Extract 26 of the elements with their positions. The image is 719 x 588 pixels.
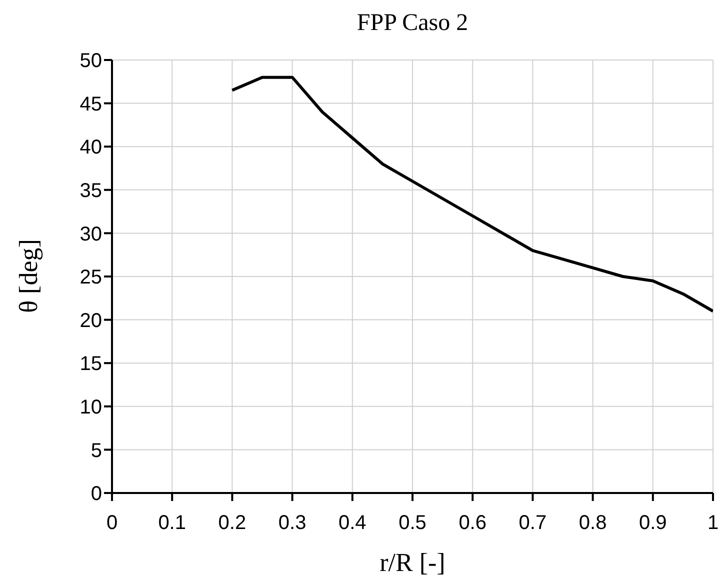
y-tick-label: 0 <box>90 483 102 506</box>
y-tick-label: 50 <box>80 50 102 72</box>
y-tick-label: 10 <box>80 396 102 418</box>
y-tick-label: 45 <box>80 93 102 116</box>
y-tick-label: 35 <box>80 180 102 202</box>
x-tick-label: 0.7 <box>518 512 547 534</box>
y-tick-label: 5 <box>90 440 102 462</box>
y-tick-label: 15 <box>80 353 102 376</box>
x-axis-title: r/R [-] <box>378 548 446 578</box>
x-tick-label: 0.5 <box>398 512 426 534</box>
x-tick-label: 0.4 <box>338 512 366 534</box>
y-tick-label: 30 <box>80 223 102 246</box>
x-tick-label: 0.3 <box>278 512 306 534</box>
y-tick-label: 40 <box>80 136 102 159</box>
x-tick-label: 0.1 <box>158 512 186 534</box>
y-tick-label: 25 <box>80 266 102 289</box>
x-tick-label: 0.2 <box>218 512 246 534</box>
x-tick-label: 0.8 <box>578 512 607 534</box>
chart-title: FPP Caso 2 <box>356 10 470 37</box>
y-tick-label: 20 <box>80 310 102 332</box>
x-tick-label: 0.9 <box>638 512 667 534</box>
x-tick-label: 0 <box>106 512 118 534</box>
x-tick-label: 0.6 <box>458 512 487 534</box>
x-tick-label: 1 <box>707 512 719 534</box>
line-series <box>230 76 713 313</box>
y-axis-title: θ [deg] <box>14 238 44 315</box>
